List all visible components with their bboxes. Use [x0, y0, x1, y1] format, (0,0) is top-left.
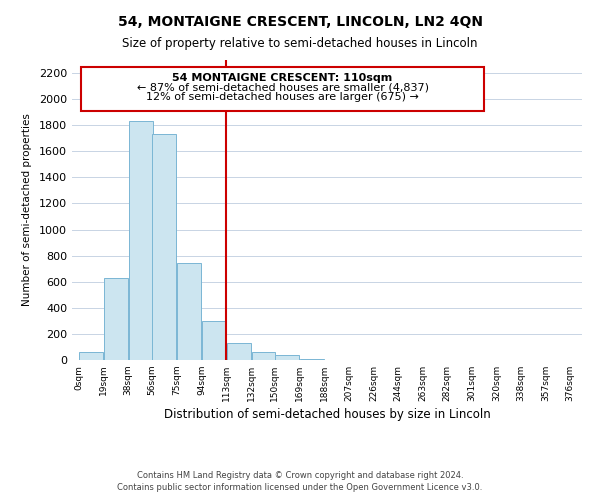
- Bar: [177, 264, 201, 360]
- Text: 54 MONTAIGNE CRESCENT: 110sqm: 54 MONTAIGNE CRESCENT: 110sqm: [172, 73, 392, 83]
- Text: ← 87% of semi-detached houses are smaller (4,837): ← 87% of semi-detached houses are smalle…: [137, 82, 428, 92]
- Bar: [275, 355, 299, 360]
- Text: 54, MONTAIGNE CRESCENT, LINCOLN, LN2 4QN: 54, MONTAIGNE CRESCENT, LINCOLN, LN2 4QN: [118, 15, 482, 29]
- Bar: [227, 343, 251, 360]
- Y-axis label: Number of semi-detached properties: Number of semi-detached properties: [22, 114, 32, 306]
- X-axis label: Distribution of semi-detached houses by size in Lincoln: Distribution of semi-detached houses by …: [164, 408, 490, 421]
- Bar: [129, 122, 152, 360]
- Text: Contains HM Land Registry data © Crown copyright and database right 2024.: Contains HM Land Registry data © Crown c…: [137, 471, 463, 480]
- Bar: [251, 352, 275, 360]
- Text: Size of property relative to semi-detached houses in Lincoln: Size of property relative to semi-detach…: [122, 38, 478, 51]
- Bar: [79, 352, 103, 360]
- Bar: [202, 321, 226, 360]
- FancyBboxPatch shape: [81, 66, 484, 111]
- Bar: [152, 134, 176, 360]
- Text: 12% of semi-detached houses are larger (675) →: 12% of semi-detached houses are larger (…: [146, 92, 419, 102]
- Bar: [104, 278, 128, 360]
- Text: Contains public sector information licensed under the Open Government Licence v3: Contains public sector information licen…: [118, 484, 482, 492]
